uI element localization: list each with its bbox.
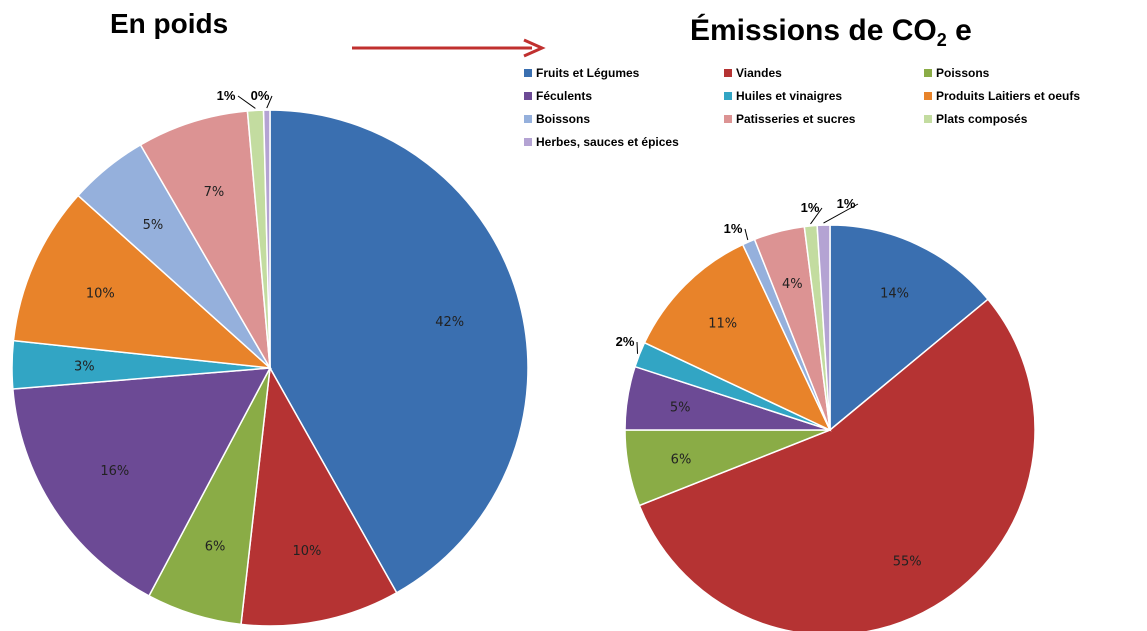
title-main: Émissions de CO [690, 14, 937, 47]
legend-item: Poissons [924, 66, 989, 80]
legend-swatch [724, 92, 732, 100]
legend-swatch [724, 115, 732, 123]
legend-label: Produits Laitiers et oeufs [936, 89, 1081, 103]
legend-item: Huiles et vinaigres [724, 89, 842, 103]
slice-label: 1% [724, 221, 743, 236]
legend-swatch [924, 115, 932, 123]
slice-label: 14% [880, 287, 909, 302]
leader-line [810, 207, 823, 225]
legend-label: Viandes [736, 66, 782, 80]
pie-slice [12, 194, 273, 369]
legend-swatch [524, 138, 532, 146]
pie-slice [262, 109, 271, 369]
slice-label: 1% [801, 200, 820, 215]
legend-swatch [924, 92, 932, 100]
pie-slice [829, 224, 990, 432]
legend-swatch [524, 115, 532, 123]
legend-label: Plats composés [936, 112, 1028, 126]
legend-item: Produits Laitiers et oeufs [924, 89, 1080, 103]
right-arrow-icon [352, 38, 546, 58]
slice-label: 3% [74, 360, 95, 375]
slice-label: 0% [251, 88, 270, 103]
pie-slice [816, 224, 831, 431]
legend-item: Plats composés [924, 112, 1027, 126]
legend-item: Herbes, sauces et épices [524, 135, 679, 149]
legend-label: Boissons [536, 112, 591, 126]
title-subscript: 2 [936, 30, 947, 50]
pie-slice [240, 365, 398, 627]
legend-label: Féculents [536, 89, 593, 103]
slice-label: 7% [204, 185, 225, 200]
slice-label: 16% [100, 464, 129, 479]
leader-line [744, 228, 749, 241]
pie-slice [269, 109, 529, 594]
legend-label: Poissons [936, 66, 990, 80]
slice-label: 10% [292, 544, 321, 559]
legend-item: Féculents [524, 89, 592, 103]
slice-label: 5% [143, 218, 164, 233]
chart-title-weight: En poids [110, 8, 229, 39]
slice-label: 4% [782, 277, 803, 292]
slice-label: 11% [708, 317, 737, 332]
slice-label: 6% [671, 452, 692, 467]
legend-swatch [524, 69, 532, 77]
leader-line [636, 341, 639, 354]
legend-item: Viandes [724, 66, 782, 80]
slice-label: 1% [217, 88, 236, 103]
pie-slice [12, 367, 272, 597]
pie-slice [638, 298, 1036, 631]
legend-swatch [924, 69, 932, 77]
legend-item: Patisseries et sucres [724, 112, 855, 126]
legend-label: Fruits et Légumes [536, 66, 640, 80]
leader-line [266, 95, 273, 109]
pie-slice [643, 243, 832, 432]
chart-title-emissions: Émissions de CO2 e [690, 14, 972, 51]
slice-label: 10% [86, 286, 115, 301]
legend-label: Patisseries et sucres [736, 112, 856, 126]
slice-label: 5% [670, 400, 691, 415]
legend-label: Huiles et vinaigres [736, 89, 843, 103]
slice-label: 1% [837, 196, 856, 211]
slice-label: 2% [616, 334, 635, 349]
legend-item: Fruits et Légumes [524, 66, 639, 80]
slice-label: 42% [435, 315, 464, 330]
legend-swatch [524, 92, 532, 100]
leader-line [823, 203, 859, 224]
legend-label: Herbes, sauces et épices [536, 135, 679, 149]
title-tail: e [946, 14, 972, 47]
slice-label: 55% [893, 555, 922, 570]
pie-slice [139, 110, 271, 369]
legend-swatch [724, 69, 732, 77]
legend-item: Boissons [524, 112, 590, 126]
slice-label: 6% [205, 539, 226, 554]
leader-line [237, 95, 256, 109]
